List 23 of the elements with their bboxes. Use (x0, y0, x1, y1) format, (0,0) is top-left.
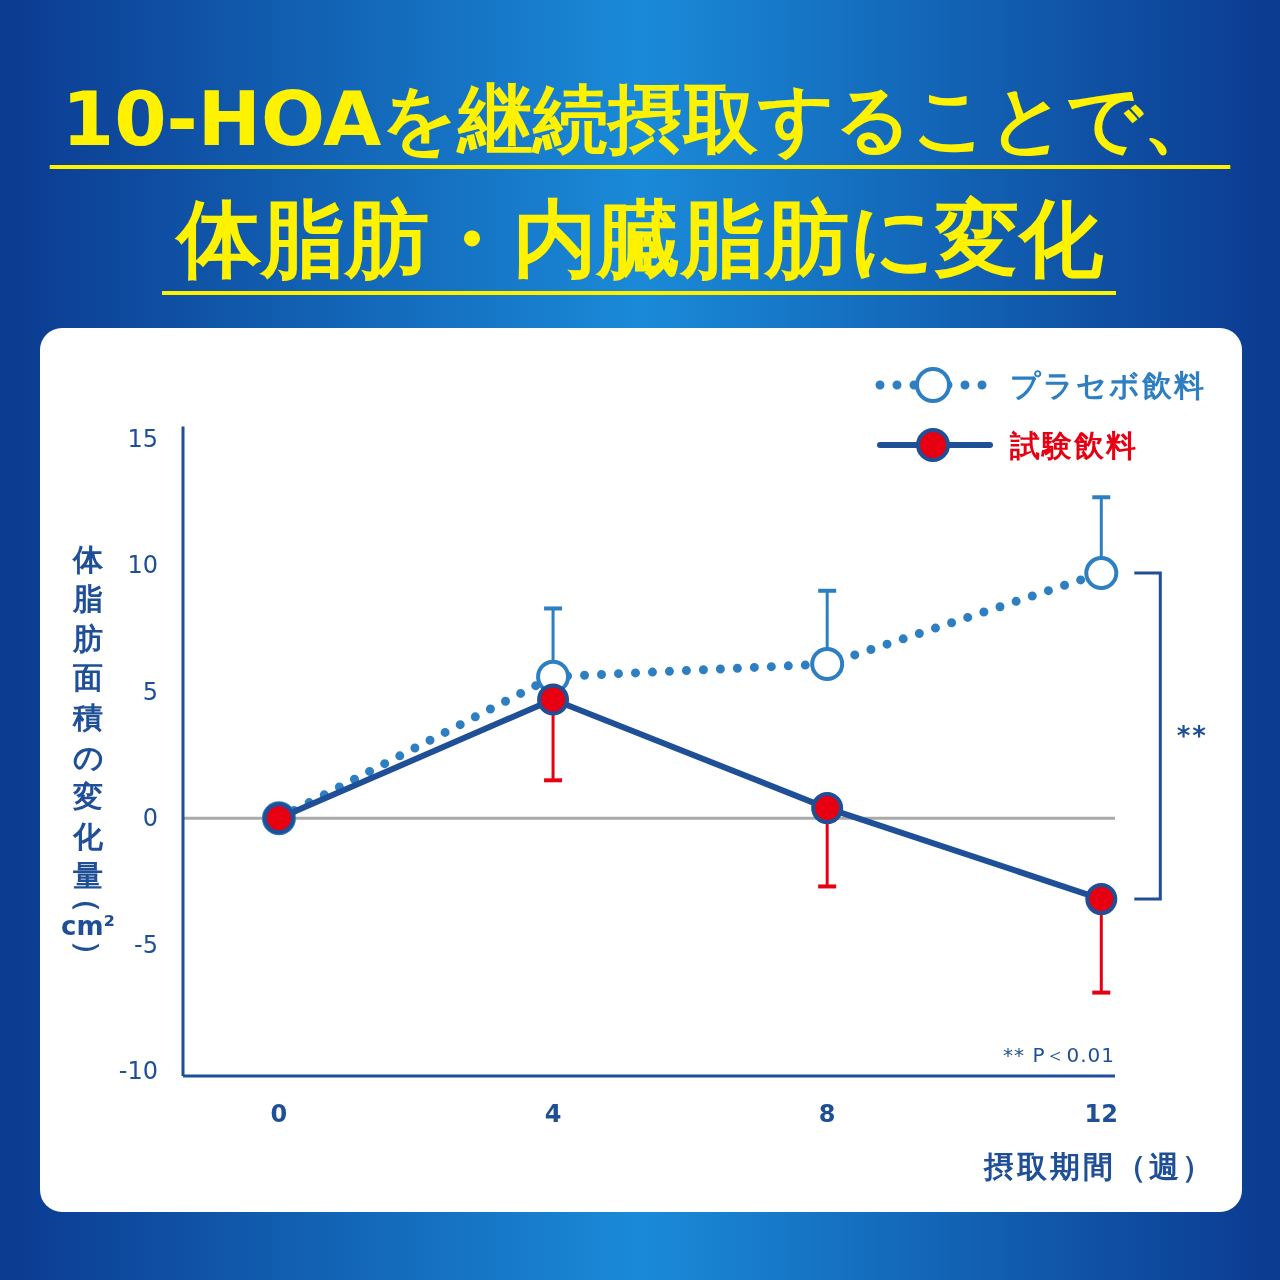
legend-label: 試験飲料 (1009, 427, 1138, 463)
y-tick-label: 0 (142, 804, 158, 833)
y-tick-label: -5 (134, 930, 158, 959)
point (1085, 883, 1118, 916)
y-tick-label: 10 (127, 551, 158, 580)
point (810, 647, 845, 682)
y-tick-label: 5 (142, 677, 158, 706)
x-tick-label: 4 (544, 1100, 562, 1128)
x-axis-title: 摂取期間（週） (983, 1149, 1215, 1184)
text: 体脂肪面積の変化量（cm²） (61, 541, 115, 970)
legend-label: プラセボ飲料 (1010, 367, 1206, 403)
x-tick-label: 0 (270, 1100, 288, 1128)
text: ** (1176, 721, 1208, 752)
annotation: ** P＜0.01 (1003, 1043, 1115, 1067)
point (537, 683, 570, 716)
x-tick-label: 8 (818, 1100, 836, 1128)
chart-title: 10-HOAを継続摂取することで、 (61, 75, 1219, 163)
y-tick-label: -10 (118, 1056, 158, 1085)
point (811, 792, 844, 825)
x-tick-label: 12 (1084, 1100, 1118, 1128)
chart-subtitle: 体脂肪・内臓脂肪に変化 (174, 190, 1104, 288)
point (1084, 556, 1119, 591)
y-tick-label: 15 (127, 425, 158, 454)
